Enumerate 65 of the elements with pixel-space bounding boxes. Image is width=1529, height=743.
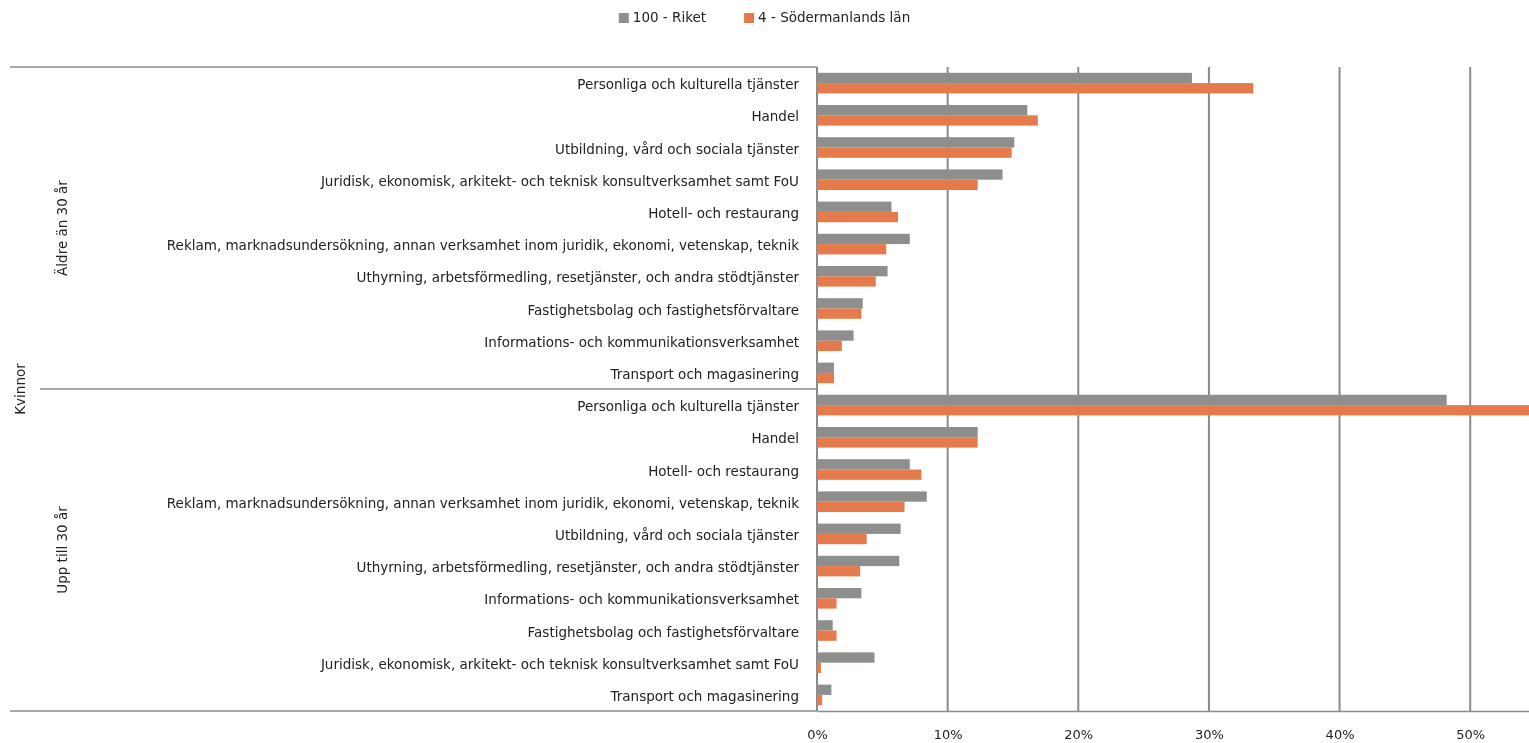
bar — [817, 330, 854, 341]
bar — [817, 588, 862, 599]
bar — [817, 233, 910, 245]
y-tick-label: Uthyrning, arbetsförmedling, resetjänster, och andra stödtjänster — [356, 269, 800, 286]
bar — [817, 533, 867, 545]
bar — [817, 566, 861, 577]
y-tick-label: Reklam, marknadsundersökning, annan verksamhet inom juridik, ekonomi, vetenskap, teknik — [166, 237, 800, 254]
y-tick-label: Juridisk, ekonomisk, arkitekt- och teknisk konsultverksamhet samt FoU — [319, 172, 799, 189]
y-tick-label: Personliga och kulturella tjänster — [577, 398, 800, 415]
bar — [817, 501, 905, 512]
y-tick-label: Informations- och kommunikationsverksamhet — [484, 333, 799, 350]
bar — [817, 652, 875, 663]
y-tick-label: Informations- och kommunikationsverksamhet — [484, 591, 799, 608]
bar — [817, 147, 1012, 158]
y-tick-label: Utbildning, vård och sociala tjänster — [555, 526, 800, 543]
bar — [817, 684, 832, 695]
bar — [817, 201, 892, 212]
y-tick-label: Juridisk, ekonomisk, arkitekt- och teknisk konsultverksamhet samt FoU — [319, 655, 799, 672]
bar — [817, 115, 1038, 126]
y-tick-label: Handel — [751, 430, 799, 447]
bar — [817, 662, 821, 673]
bar — [817, 340, 842, 351]
y-tick-label: Utbildning, vård och sociala tjänster — [555, 140, 800, 157]
bar — [817, 630, 837, 641]
bar — [817, 437, 978, 448]
y-tick-label: Transport och magasinering — [609, 687, 799, 704]
y-tick-label: Handel — [751, 108, 799, 125]
y-tick-label: Hotell- och restaurang — [648, 462, 799, 479]
bar — [817, 211, 898, 223]
legend-label: 100 - Riket — [632, 9, 707, 25]
bar — [817, 276, 876, 287]
bar — [817, 555, 900, 567]
text: Upp till 30 år — [54, 505, 70, 594]
bar — [817, 459, 910, 470]
bar — [817, 405, 1529, 416]
bar — [817, 298, 863, 309]
x-tick-label: 0% — [807, 726, 828, 742]
y-tick-label: Reklam, marknadsundersökning, annan verksamhet inom juridik, ekonomi, vetenskap, teknik — [166, 494, 800, 511]
y-tick-label: Hotell- och restaurang — [648, 204, 799, 221]
y-tick-label: Personliga och kulturella tjänster — [577, 76, 800, 93]
text: Kvinnor — [12, 362, 28, 415]
bar — [817, 266, 888, 277]
text: Äldre än 30 år — [53, 179, 70, 276]
bar — [817, 469, 922, 480]
y-tick-label: Fastighetsbolag och fastighetsförvaltare — [527, 623, 799, 640]
x-tick-label: 50% — [1456, 726, 1486, 742]
y-tick-label: Fastighetsbolag och fastighetsförvaltare — [527, 301, 799, 318]
y-tick-label: Transport och magasinering — [609, 365, 799, 382]
bar — [817, 523, 901, 534]
bar — [817, 244, 887, 255]
x-tick-label: 30% — [1194, 726, 1224, 742]
legend-label: 4 - Södermanlands län — [758, 9, 911, 25]
x-tick-label: 40% — [1325, 726, 1355, 742]
bar — [817, 308, 862, 319]
bar — [817, 83, 1254, 94]
bar — [817, 179, 978, 190]
bar — [817, 491, 927, 502]
bar — [817, 598, 837, 609]
bar — [817, 694, 823, 706]
x-tick-label: 20% — [1064, 726, 1094, 742]
bar — [817, 372, 834, 384]
bar — [817, 620, 833, 631]
x-tick-label: 10% — [933, 726, 963, 742]
bar — [817, 362, 834, 373]
y-tick-label: Uthyrning, arbetsförmedling, resetjänster, och andra stödtjänster — [356, 559, 800, 576]
